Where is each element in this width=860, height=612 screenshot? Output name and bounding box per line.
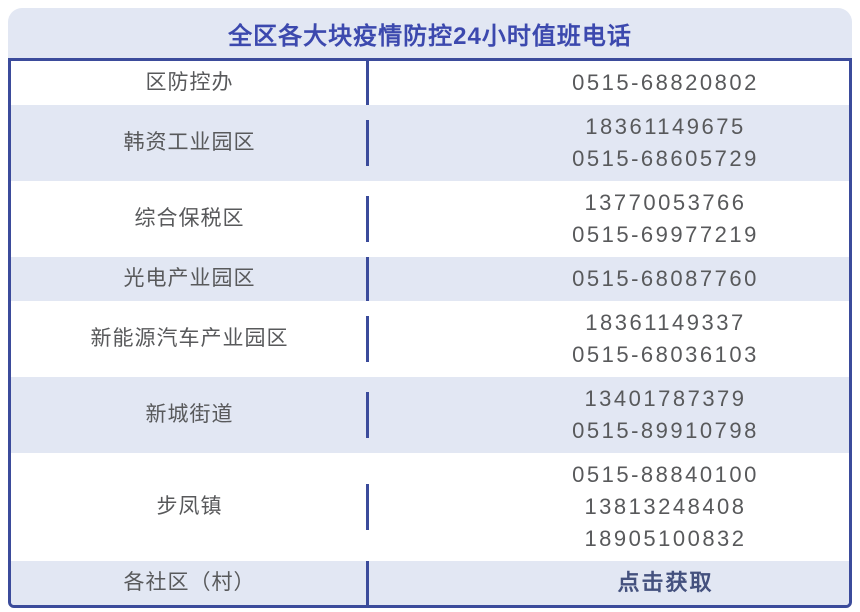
phone-cell: 点击获取: [365, 561, 849, 605]
district-label: 光电产业园区: [123, 267, 256, 290]
click-to-get-link[interactable]: 点击获取: [617, 570, 714, 595]
phone-number: 0515-68087760: [572, 266, 759, 291]
district-label-cell: 新能源汽车产业园区: [11, 301, 368, 377]
district-label: 步凤镇: [156, 495, 223, 518]
table-row: 区防控办 0515-68820802: [11, 61, 849, 105]
column-divider: [365, 392, 369, 438]
phone-number: 18361149675: [585, 114, 746, 139]
district-label: 各社区（村）: [123, 571, 256, 594]
column-divider: [365, 561, 369, 605]
district-label-cell: 韩资工业园区: [11, 105, 368, 181]
column-divider: [365, 120, 369, 166]
district-label: 区防控办: [145, 71, 234, 94]
title-bar: 全区各大块疫情防控24小时值班电话: [8, 8, 852, 58]
phone-number: 0515-69977219: [572, 222, 759, 247]
phone-cell: 0515-68087760: [365, 257, 849, 301]
phone-cell: 13770053766 0515-69977219: [365, 181, 849, 257]
district-label-cell: 步凤镇: [11, 453, 368, 561]
district-label-cell: 光电产业园区: [11, 257, 368, 301]
phone-number: 13813248408: [584, 494, 747, 519]
phone-number: 0515-68820802: [572, 70, 759, 95]
district-label-cell: 新城街道: [11, 377, 368, 453]
phone-cell: 18361149675 0515-68605729: [365, 105, 849, 181]
table-row: 步凤镇 0515-88840100 13813248408 18905100832: [11, 453, 849, 561]
column-divider: [365, 257, 369, 301]
district-label: 韩资工业园区: [123, 131, 256, 154]
phone-cell: 18361149337 0515-68036103: [365, 301, 849, 377]
phone-cell: 0515-88840100 13813248408 18905100832: [365, 453, 849, 561]
phone-number: 0515-68605729: [572, 146, 759, 171]
table-row: 综合保税区 13770053766 0515-69977219: [11, 181, 849, 257]
phone-number: 0515-68036103: [572, 342, 759, 367]
phone-number: 13401787379: [584, 386, 747, 411]
page-title: 全区各大块疫情防控24小时值班电话: [228, 22, 632, 50]
phone-cell: 0515-68820802: [365, 61, 849, 105]
phone-cell: 13401787379 0515-89910798: [365, 377, 849, 453]
column-divider: [365, 316, 369, 362]
table-row: 韩资工业园区 18361149675 0515-68605729: [11, 105, 849, 181]
column-divider: [365, 61, 369, 105]
district-label: 新能源汽车产业园区: [90, 327, 289, 350]
table-row: 光电产业园区 0515-68087760: [11, 257, 849, 301]
district-label: 综合保税区: [134, 207, 245, 230]
phone-number: 18361149337: [585, 310, 746, 335]
phone-number: 0515-88840100: [572, 462, 759, 487]
column-divider: [365, 196, 369, 242]
phone-number: 18905100832: [584, 526, 747, 551]
table-row: 新能源汽车产业园区 18361149337 0515-68036103: [11, 301, 849, 377]
district-label-cell: 各社区（村）: [11, 561, 368, 605]
column-divider: [365, 484, 369, 530]
district-label: 新城街道: [145, 403, 234, 426]
district-label-cell: 综合保税区: [11, 181, 368, 257]
table-row: 新城街道 13401787379 0515-89910798: [11, 377, 849, 453]
phone-number: 0515-89910798: [572, 418, 759, 443]
district-label-cell: 区防控办: [11, 61, 368, 105]
phone-table-body: 区防控办 0515-68820802 韩资工业园区 18361149675 051…: [8, 58, 852, 608]
phone-number: 13770053766: [584, 190, 747, 215]
phone-directory-card: 全区各大块疫情防控24小时值班电话 区防控办 0515-68820802 韩资工…: [8, 8, 852, 608]
table-row: 各社区（村） 点击获取: [11, 561, 849, 605]
